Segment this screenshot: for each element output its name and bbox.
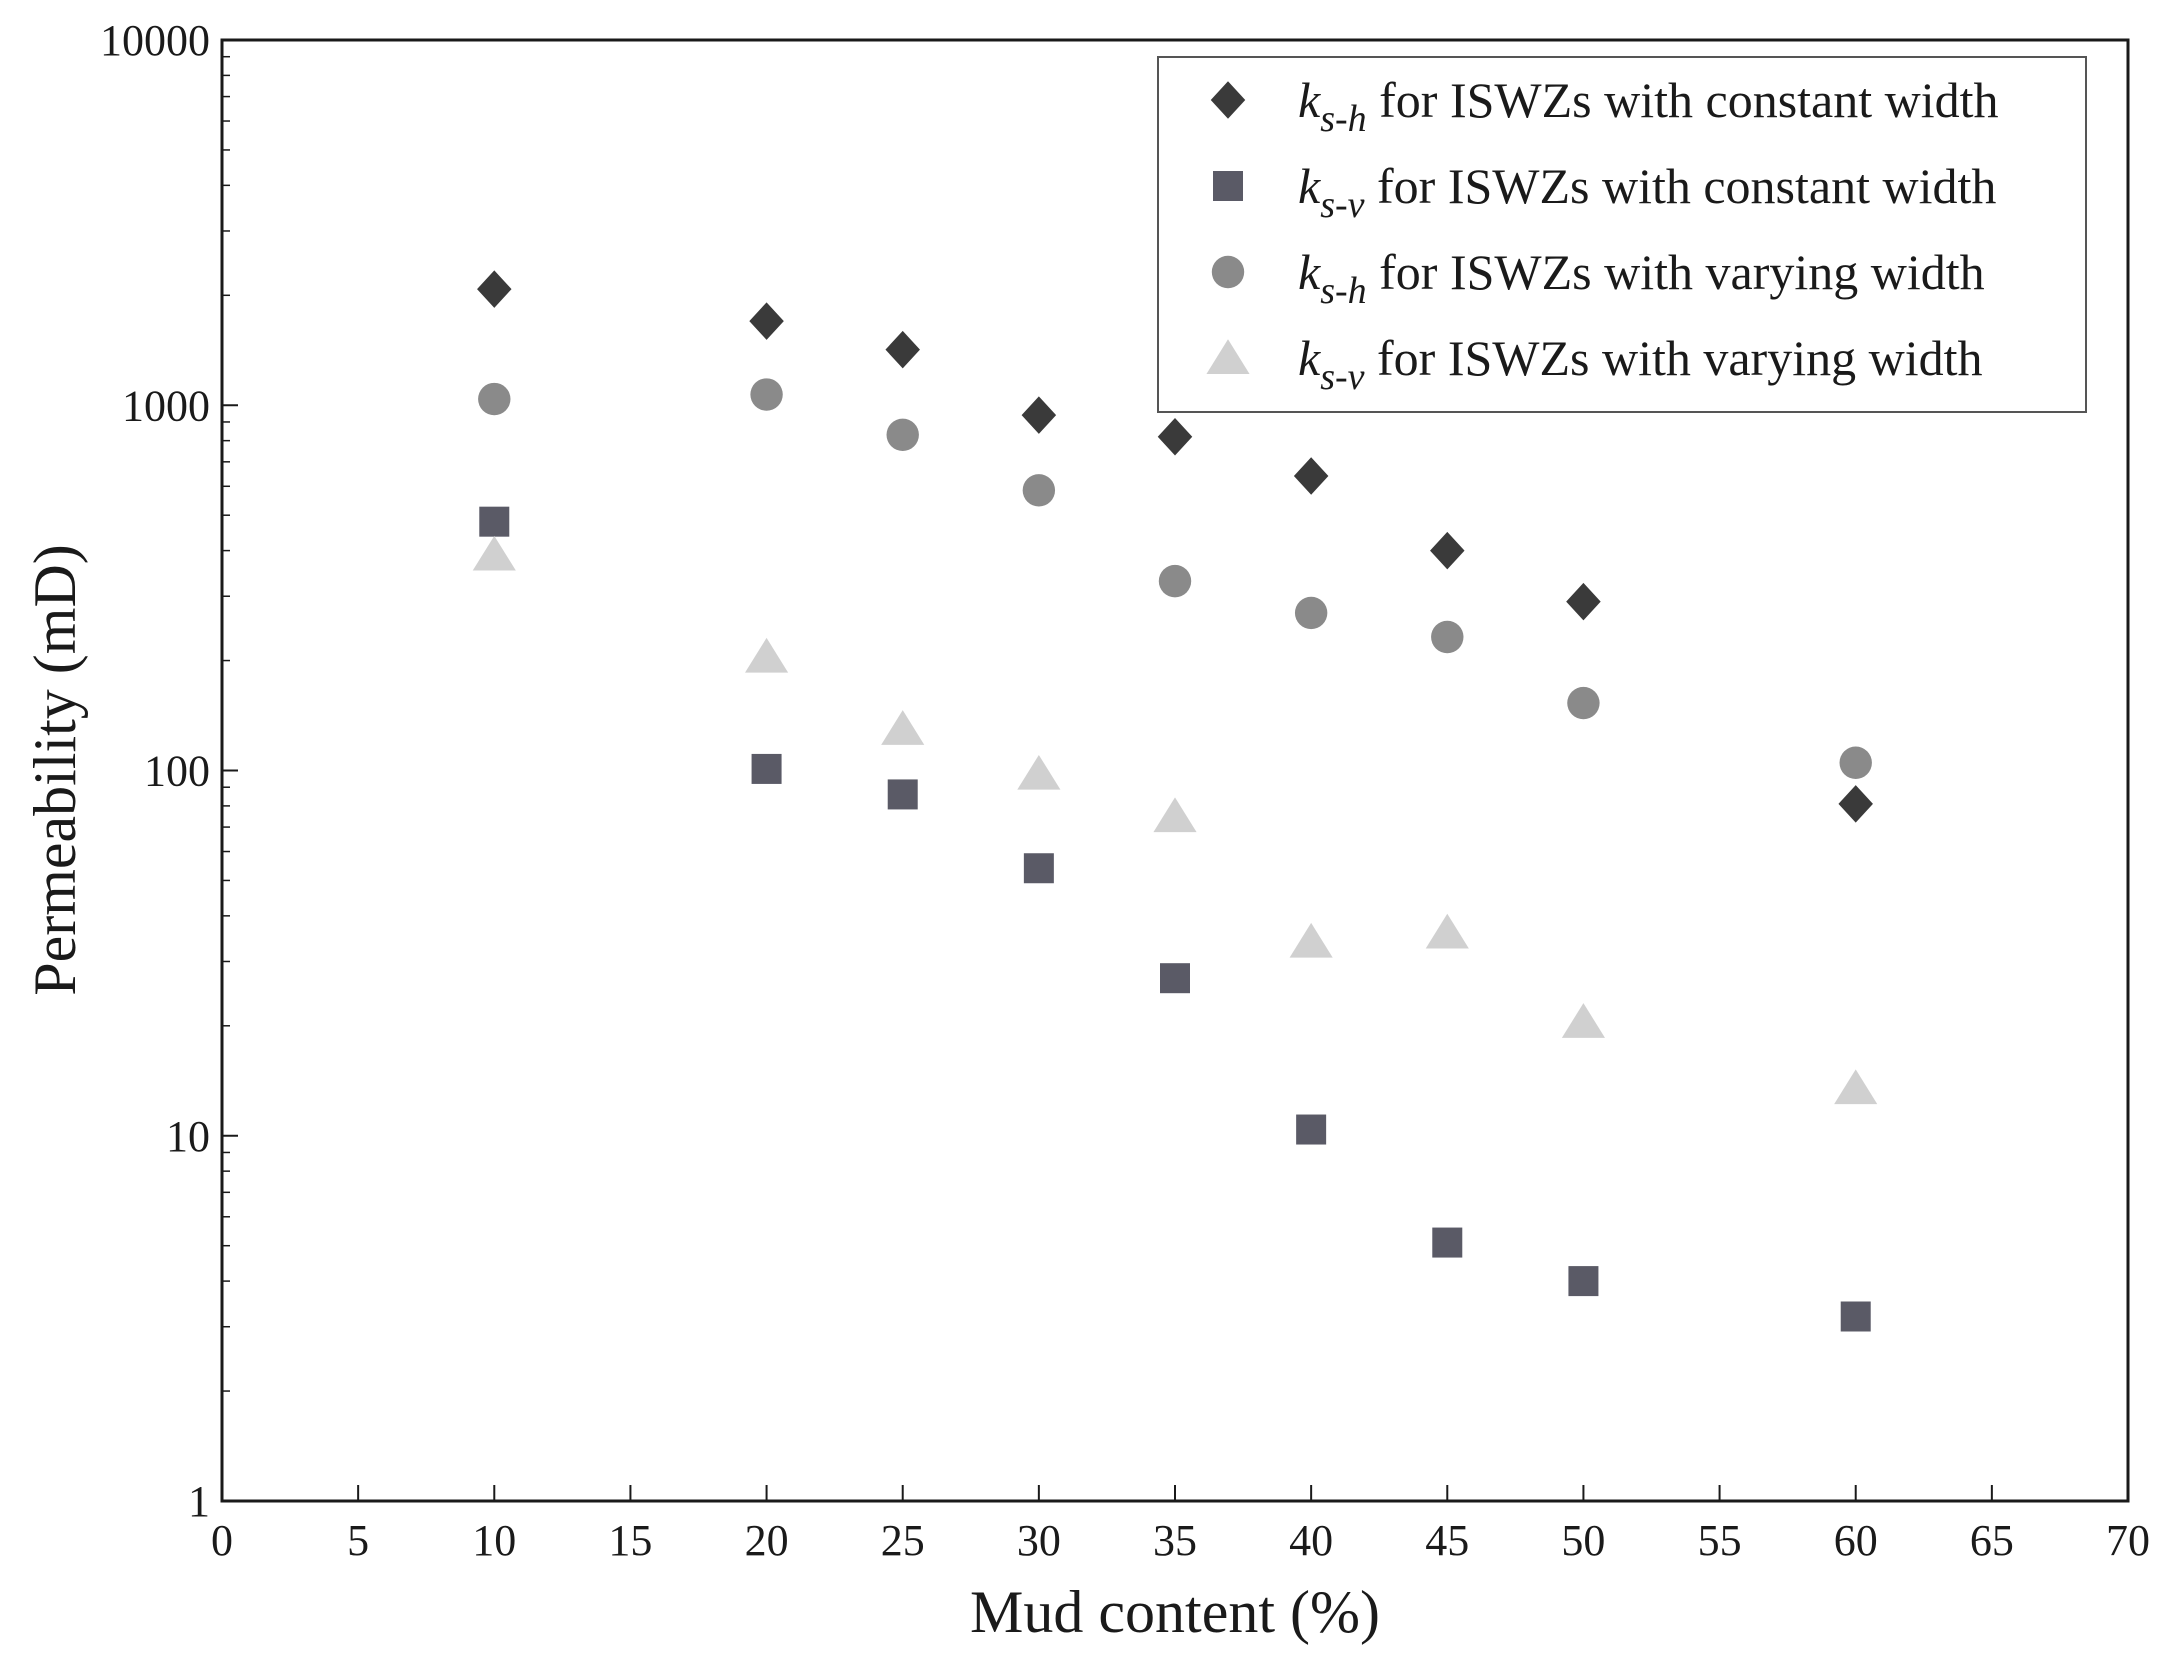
data-point-circle [1022,474,1056,507]
legend-subscript: s-v [1320,356,1364,398]
data-point-circle [478,382,511,416]
data-point-square [1432,1227,1463,1258]
legend-label: ks-h for ISWZs with varying width [1298,244,1985,312]
data-point-circle [1431,620,1464,654]
x-tick-label: 55 [1698,1516,1742,1565]
data-point-triangle [1289,922,1333,958]
data-point-triangle [1153,797,1197,833]
legend-description: for ISWZs with varying width [1365,330,1983,386]
x-tick-label: 0 [211,1516,233,1565]
data-point-square [887,779,918,810]
data-point-diamond [749,302,784,340]
x-axis-title: Mud content (%) [970,1579,1380,1645]
data-point-circle [1158,564,1192,598]
x-tick-label: 20 [745,1516,789,1565]
data-point-circle [1294,596,1328,630]
x-tick-label: 15 [608,1516,652,1565]
data-point-diamond [1157,417,1193,456]
y-tick-label: 10000 [100,16,210,65]
data-point-diamond [477,270,512,308]
legend-label: ks-v for ISWZs with constant width [1298,158,1996,226]
legend-marker-square [1213,171,1243,201]
data-point-triangle [881,710,925,745]
data-point-square [1568,1266,1599,1297]
legend-subscript: s-h [1320,98,1366,140]
legend-marker-triangle [1206,339,1250,374]
legend-symbol: k [1298,244,1321,300]
legend-marker-circle [1211,255,1245,289]
data-point-triangle [1561,1003,1605,1038]
data-point-square [1160,963,1190,994]
legend-subscript: s-h [1320,270,1366,312]
data-point-diamond [1293,457,1329,495]
legend-symbol: k [1298,330,1321,386]
x-tick-label: 5 [347,1516,369,1565]
y-axis: 1 10 100 1000 10000 [100,16,238,1526]
y-tick-label: 1000 [122,381,210,430]
data-point-circle [886,418,919,452]
data-point-circle [1567,686,1600,720]
x-tick-label: 65 [1970,1516,2014,1565]
legend-symbol: k [1298,72,1321,128]
x-axis: 0 5 10 15 20 25 30 35 40 45 50 55 60 65 70 [211,1485,2150,1565]
y-tick-label: 10 [166,1112,210,1161]
data-point-circle [750,378,783,411]
data-point-triangle [745,637,789,673]
legend-description: for ISWZs with varying width [1367,244,1985,300]
data-point-square [1296,1114,1327,1145]
data-point-circle [1839,746,1872,779]
data-point-square [1840,1301,1871,1332]
x-tick-label: 60 [1834,1516,1878,1565]
data-points [472,270,1878,1332]
series-3 [472,535,1878,1105]
x-tick-label: 70 [2106,1516,2150,1565]
legend-subscript: s-v [1320,184,1364,226]
data-point-square [1023,853,1054,884]
legend-marker-diamond [1210,81,1246,119]
data-point-triangle [1834,1069,1878,1105]
legend-label: ks-h for ISWZs with constant width [1298,72,1999,140]
y-tick-label: 100 [144,747,210,796]
data-point-triangle [1017,754,1061,790]
legend-label: ks-v for ISWZs with varying width [1298,330,1982,398]
x-tick-label: 45 [1425,1516,1469,1565]
data-point-diamond [1838,785,1873,823]
series-2 [478,378,1872,779]
legend-box [1157,56,2087,413]
data-point-diamond [885,330,920,369]
y-axis-title: Permeability (mD) [22,544,88,996]
data-point-diamond [1430,531,1465,570]
series-1 [479,506,1871,1332]
x-tick-label: 40 [1289,1516,1333,1565]
series-0 [477,270,1873,823]
y-tick-label: 1 [188,1477,210,1526]
data-point-diamond [1021,396,1057,434]
data-point-square [479,506,510,537]
x-tick-label: 25 [881,1516,925,1565]
data-point-square [751,753,782,784]
x-tick-label: 10 [472,1516,516,1565]
legend-description: for ISWZs with constant width [1367,72,1999,128]
data-point-triangle [1425,913,1469,949]
data-point-diamond [1566,582,1601,621]
x-tick-label: 50 [1561,1516,1605,1565]
x-tick-label: 30 [1017,1516,1061,1565]
legend-description: for ISWZs with constant width [1365,158,1997,214]
x-tick-label: 35 [1153,1516,1197,1565]
data-point-triangle [472,535,516,571]
legend-symbol: k [1298,158,1321,214]
